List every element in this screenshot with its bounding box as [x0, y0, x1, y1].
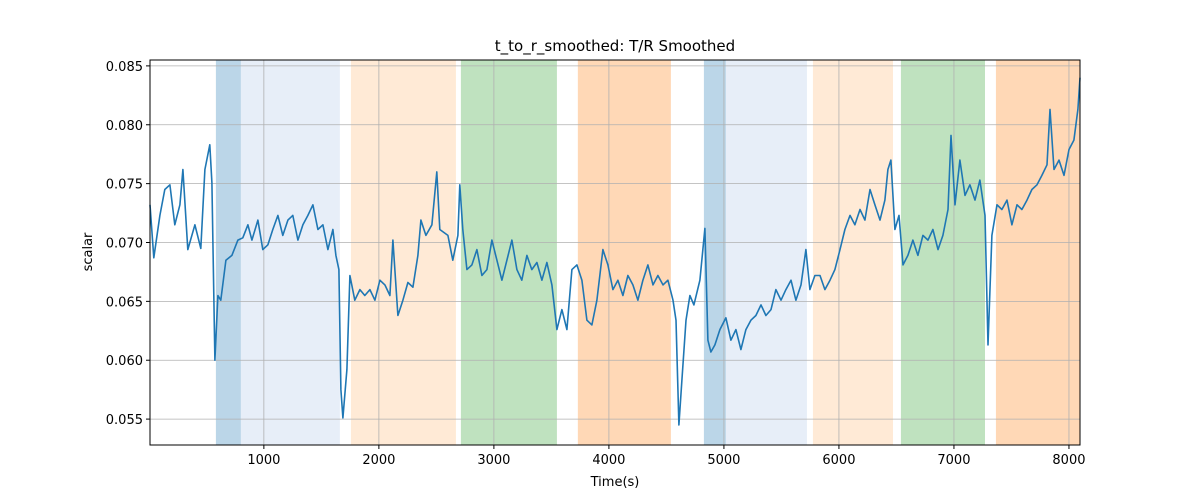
- y-axis-label: scalar: [81, 232, 96, 271]
- x-tick-label: 3000: [477, 453, 510, 468]
- span: [577, 60, 671, 445]
- x-tick-label: 7000: [937, 453, 970, 468]
- x-tick-label: 2000: [362, 453, 395, 468]
- span: [995, 60, 1080, 445]
- plot-frame: [149, 59, 1081, 446]
- y-tick-label: 0.065: [106, 295, 143, 310]
- span: [240, 60, 340, 445]
- x-tick-label: 4000: [592, 453, 625, 468]
- span: [812, 60, 893, 445]
- y-tick-label: 0.080: [106, 119, 143, 134]
- y-tick-label: 0.075: [106, 178, 143, 193]
- span: [900, 60, 985, 445]
- span: [703, 60, 726, 445]
- data-line: [149, 77, 1081, 426]
- y-tick-label: 0.060: [106, 354, 143, 369]
- y-tick-label: 0.055: [106, 413, 143, 428]
- span: [725, 60, 807, 445]
- y-tick-label: 0.070: [106, 236, 143, 251]
- x-axis-label: Time(s): [590, 475, 640, 490]
- x-tick-label: 8000: [1052, 453, 1085, 468]
- span: [350, 60, 456, 445]
- x-tick-label: 6000: [822, 453, 855, 468]
- y-tick-label: 0.085: [106, 60, 143, 75]
- x-tick-label: 5000: [707, 453, 740, 468]
- chart-title: t_to_r_smoothed: T/R Smoothed: [495, 37, 735, 56]
- span: [215, 60, 241, 445]
- x-tick-label: 1000: [247, 453, 280, 468]
